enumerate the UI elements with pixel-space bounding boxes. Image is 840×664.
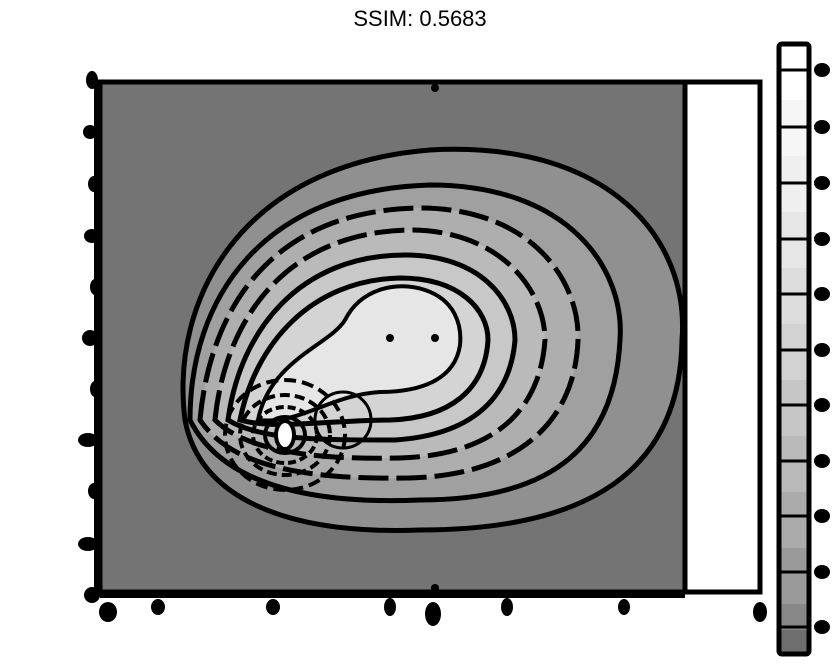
y-tick-blobs [78,71,100,603]
plot-area [78,71,767,626]
marker [431,584,439,592]
marker [431,84,439,92]
colorbar [776,41,830,657]
title: SSIM: 0.5683 [353,6,486,31]
marker [386,334,394,342]
marker [431,334,439,342]
blank-region [682,79,763,595]
x-tick-blobs [99,598,767,626]
